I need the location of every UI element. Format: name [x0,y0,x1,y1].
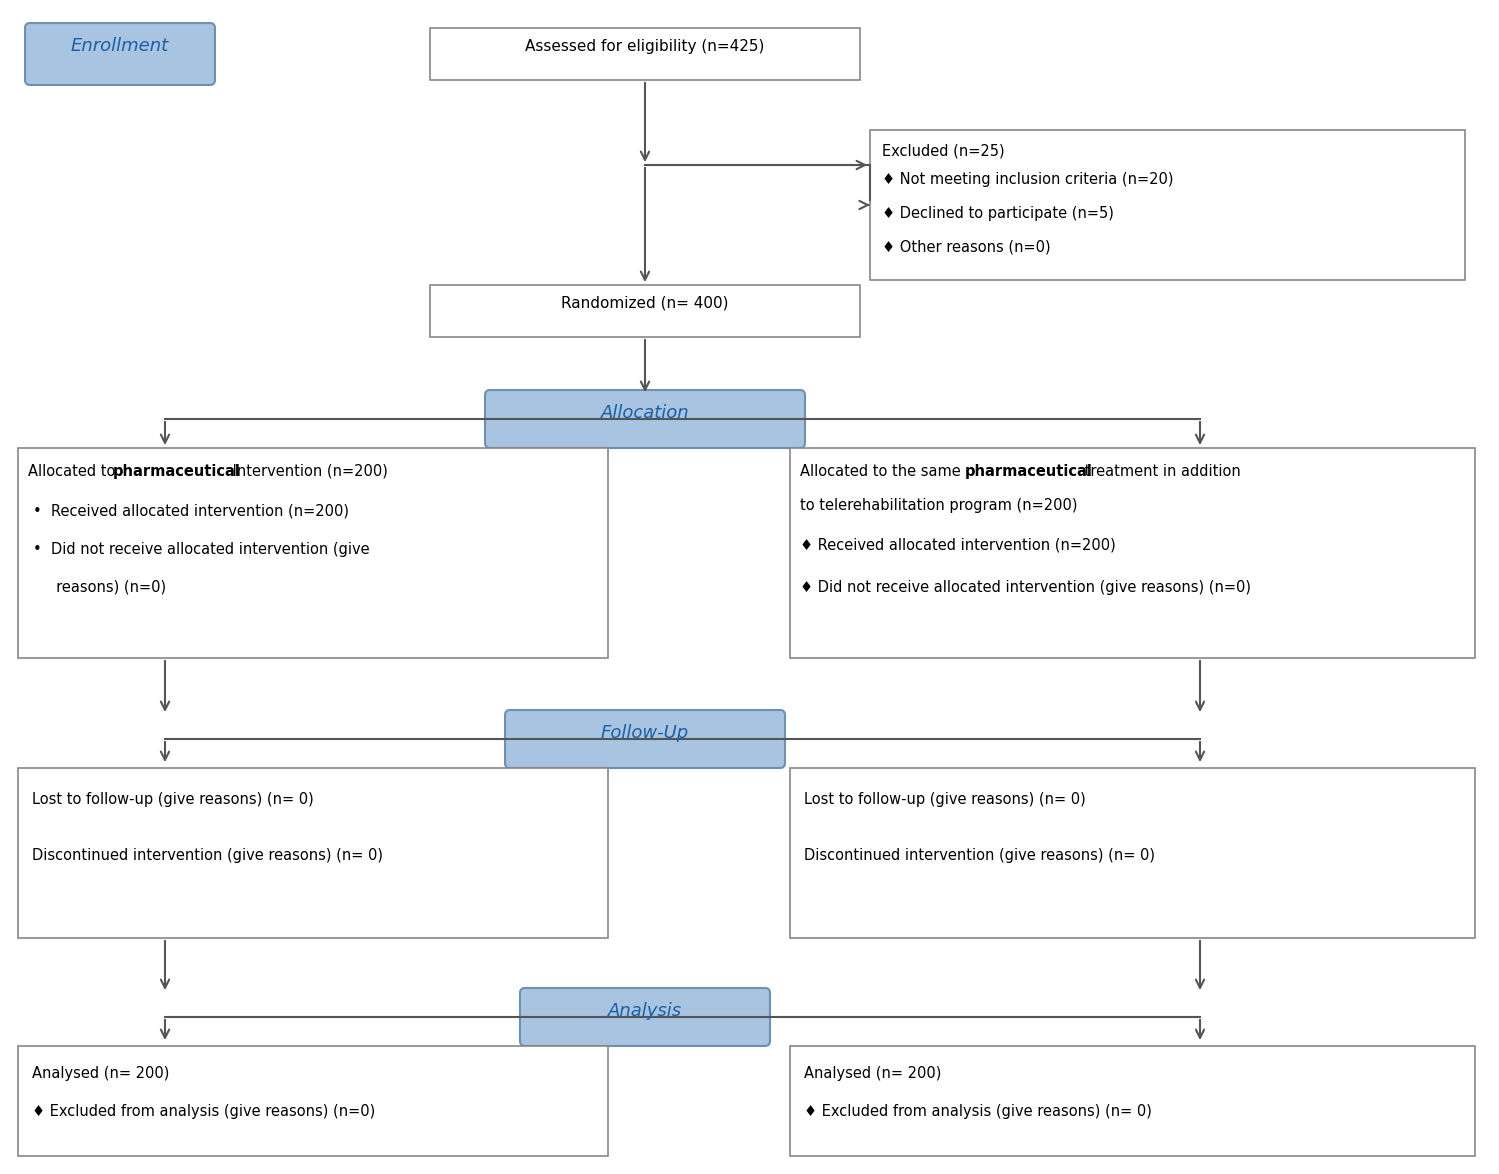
Text: Assessed for eligibility (n=425): Assessed for eligibility (n=425) [525,39,764,54]
Text: Lost to follow-up (give reasons) (n= 0): Lost to follow-up (give reasons) (n= 0) [803,792,1085,807]
Text: ♦ Declined to participate (n=5): ♦ Declined to participate (n=5) [881,205,1114,221]
Text: to telerehabilitation program (n=200): to telerehabilitation program (n=200) [800,498,1078,513]
FancyBboxPatch shape [25,23,214,85]
Text: •  Received allocated intervention (n=200): • Received allocated intervention (n=200… [33,504,349,519]
Text: pharmaceutical: pharmaceutical [965,464,1093,479]
Text: Excluded (n=25): Excluded (n=25) [881,144,1004,158]
Text: treatment in addition: treatment in addition [1079,464,1241,479]
FancyBboxPatch shape [430,28,860,80]
FancyBboxPatch shape [790,1046,1475,1156]
FancyBboxPatch shape [869,130,1465,281]
Text: Analysis: Analysis [609,1001,682,1020]
Text: ♦ Excluded from analysis (give reasons) (n= 0): ♦ Excluded from analysis (give reasons) … [803,1104,1151,1119]
Text: Follow-Up: Follow-Up [601,724,690,742]
FancyBboxPatch shape [505,710,785,768]
Text: ♦ Excluded from analysis (give reasons) (n=0): ♦ Excluded from analysis (give reasons) … [31,1104,375,1119]
Text: Randomized (n= 400): Randomized (n= 400) [561,296,729,310]
Text: pharmaceutical: pharmaceutical [112,464,241,479]
Text: •  Did not receive allocated intervention (give: • Did not receive allocated intervention… [33,542,370,556]
Text: Allocated to: Allocated to [28,464,120,479]
FancyBboxPatch shape [790,768,1475,938]
FancyBboxPatch shape [18,768,609,938]
Text: Discontinued intervention (give reasons) (n= 0): Discontinued intervention (give reasons)… [803,848,1156,863]
Text: Allocated to the same: Allocated to the same [800,464,965,479]
Text: Enrollment: Enrollment [70,38,169,55]
FancyBboxPatch shape [486,390,805,448]
Text: Analysed (n= 200): Analysed (n= 200) [31,1066,169,1081]
Text: Intervention (n=200): Intervention (n=200) [228,464,388,479]
Text: Analysed (n= 200): Analysed (n= 200) [803,1066,941,1081]
Text: Lost to follow-up (give reasons) (n= 0): Lost to follow-up (give reasons) (n= 0) [31,792,313,807]
FancyBboxPatch shape [520,989,770,1046]
FancyBboxPatch shape [790,448,1475,657]
Text: ♦ Not meeting inclusion criteria (n=20): ♦ Not meeting inclusion criteria (n=20) [881,173,1174,187]
Text: ♦ Other reasons (n=0): ♦ Other reasons (n=0) [881,239,1051,255]
FancyBboxPatch shape [18,448,609,657]
FancyBboxPatch shape [430,285,860,337]
Text: Allocation: Allocation [601,404,690,421]
FancyBboxPatch shape [18,1046,609,1156]
Text: ♦ Received allocated intervention (n=200): ♦ Received allocated intervention (n=200… [800,538,1115,553]
Text: Discontinued intervention (give reasons) (n= 0): Discontinued intervention (give reasons)… [31,848,384,863]
Text: ♦ Did not receive allocated intervention (give reasons) (n=0): ♦ Did not receive allocated intervention… [800,580,1252,595]
Text: reasons) (n=0): reasons) (n=0) [33,580,166,595]
